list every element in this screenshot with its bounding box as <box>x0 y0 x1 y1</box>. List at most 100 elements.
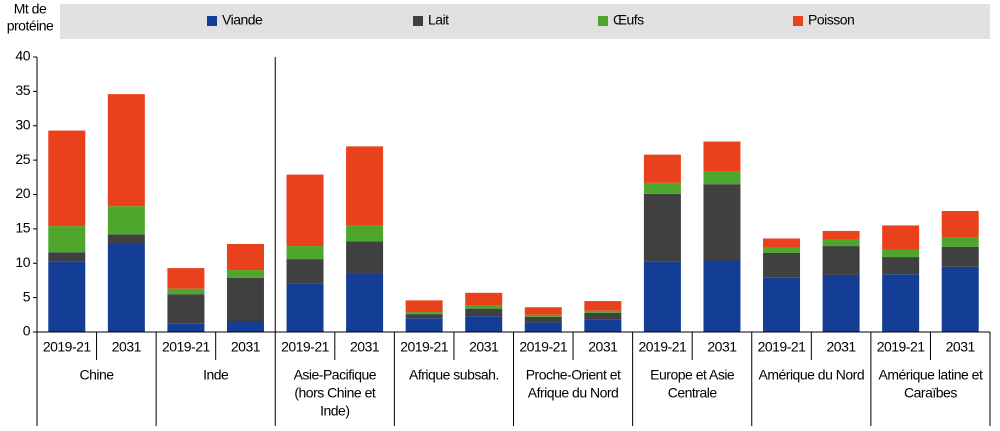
group-label: Inde <box>203 367 229 383</box>
bar-segment <box>763 252 801 278</box>
bar-segment <box>286 259 324 284</box>
group-label: Caraïbes <box>904 385 957 401</box>
bar-segment <box>643 182 681 194</box>
bar-segment <box>643 154 681 183</box>
bar-segment <box>226 244 264 271</box>
bar-segment <box>167 268 205 289</box>
bar-segment <box>703 260 741 332</box>
group-label: Europe et Asie <box>650 367 735 383</box>
bar-segment <box>48 130 86 227</box>
y-tick-label: 40 <box>15 48 30 64</box>
bar-segment <box>703 171 741 185</box>
bar-segment <box>763 277 801 332</box>
bar-segment <box>763 238 801 248</box>
group-label: Centrale <box>668 385 718 401</box>
legend-swatch <box>598 16 608 26</box>
bar-segment <box>524 322 562 332</box>
bar-segment <box>48 226 86 253</box>
bar-segment <box>941 211 979 238</box>
legend-swatch <box>207 16 217 26</box>
bar-segment <box>107 94 145 207</box>
bar-segment <box>643 193 681 262</box>
y-tick-label: 5 <box>23 288 31 304</box>
x-tick-label: 2019-21 <box>877 339 926 355</box>
bar-segment <box>346 273 384 332</box>
legend-label: Œufs <box>613 12 644 28</box>
x-tick-label: 2031 <box>231 339 261 355</box>
bar-segment <box>822 239 860 247</box>
group-label: Asie-Pacifique <box>294 367 377 383</box>
bar-segment <box>703 184 741 261</box>
bar-segment <box>524 314 562 317</box>
group-label: Afrique subsah. <box>409 367 499 383</box>
x-tick-label: 2019-21 <box>400 339 449 355</box>
bar-segment <box>882 257 920 275</box>
x-tick-label: 2019-21 <box>43 339 92 355</box>
bar-segment <box>941 246 979 267</box>
legend-label: Viande <box>222 12 263 28</box>
bar-segment <box>226 321 264 332</box>
bar-segment <box>822 230 860 240</box>
legend-label: Lait <box>428 12 449 28</box>
bar-segment <box>941 237 979 247</box>
bar-segment <box>703 141 741 172</box>
group-label: Chine <box>80 367 115 383</box>
bar-segment <box>465 292 503 306</box>
bar-segment <box>226 277 264 321</box>
group-label: Afrique du Nord <box>528 385 619 401</box>
bar-segment <box>465 316 503 332</box>
group-label: (hors Chine et <box>294 385 376 401</box>
legend-swatch <box>793 16 803 26</box>
bar-segment <box>822 274 860 332</box>
x-tick-label: 2031 <box>707 339 737 355</box>
bar-segment <box>643 261 681 332</box>
x-tick-label: 2031 <box>469 339 499 355</box>
bar-segment <box>286 283 324 332</box>
group-label: Inde) <box>320 403 349 419</box>
bar-segment <box>107 244 145 332</box>
bar-segment <box>286 174 324 247</box>
x-tick-label: 2031 <box>588 339 618 355</box>
bar-segment <box>346 225 384 242</box>
bar-segment <box>584 319 622 332</box>
bar-segment <box>584 310 622 313</box>
x-tick-label: 2031 <box>827 339 857 355</box>
bar-segment <box>167 288 205 295</box>
bar-segment <box>346 146 384 226</box>
bar-segment <box>882 249 920 258</box>
bar-segment <box>405 300 443 313</box>
x-tick-label: 2019-21 <box>162 339 211 355</box>
x-tick-label: 2031 <box>946 339 976 355</box>
group-label: Amérique du Nord <box>759 367 865 383</box>
bar-segment <box>524 316 562 323</box>
y-tick-label: 15 <box>15 220 30 236</box>
group-label: Amérique latine et <box>879 367 983 383</box>
bar-segment <box>584 312 622 320</box>
y-axis-label: protéine <box>7 18 54 34</box>
bar-segment <box>822 246 860 275</box>
bar-segment <box>167 323 205 332</box>
x-tick-label: 2031 <box>112 339 142 355</box>
y-tick-label: 35 <box>15 82 30 98</box>
bar-segment <box>107 234 145 244</box>
bar-segment <box>941 266 979 332</box>
bar-segment <box>882 225 920 250</box>
bar-segment <box>286 246 324 260</box>
x-tick-label: 2019-21 <box>281 339 330 355</box>
y-tick-label: 25 <box>15 151 30 167</box>
bar-segment <box>48 261 86 332</box>
bar-segment <box>226 270 264 278</box>
bar-segment <box>405 318 443 332</box>
legend-swatch <box>413 16 423 26</box>
bar-segment <box>763 247 801 253</box>
x-tick-label: 2019-21 <box>519 339 568 355</box>
x-tick-label: 2031 <box>350 339 380 355</box>
bar-segment <box>405 312 443 315</box>
y-tick-label: 20 <box>15 185 30 201</box>
bar-segment <box>465 305 503 309</box>
legend-label: Poisson <box>808 12 854 28</box>
bar-segment <box>405 314 443 319</box>
bar-segment <box>882 274 920 332</box>
bar-segment <box>584 301 622 311</box>
